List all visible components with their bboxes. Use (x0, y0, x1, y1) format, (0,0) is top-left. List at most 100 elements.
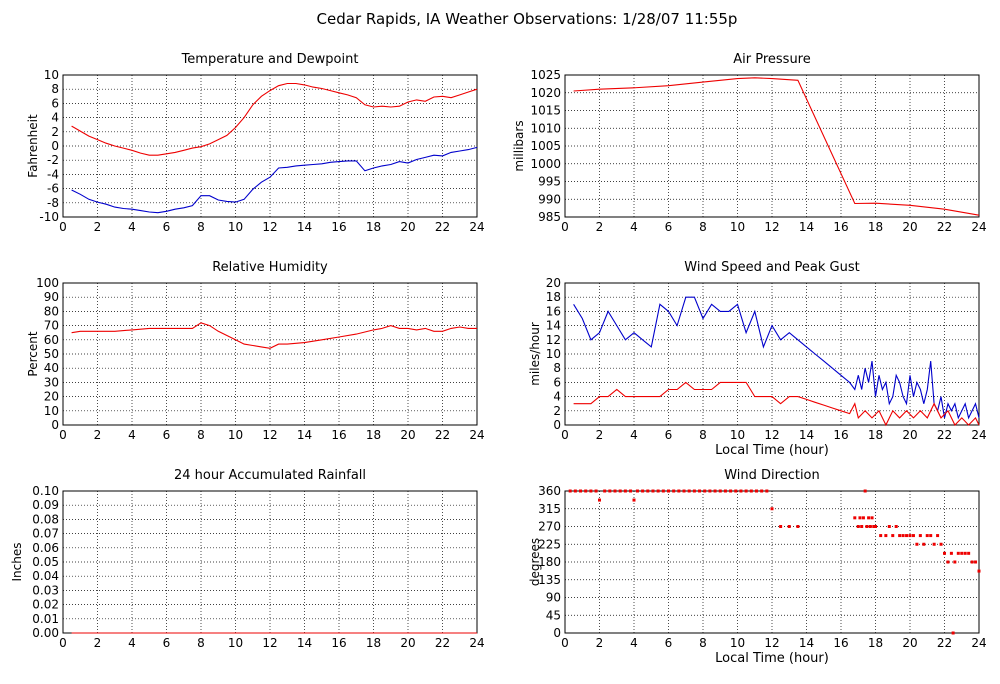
data-point (853, 516, 857, 520)
data-point (779, 525, 783, 528)
data-point (949, 551, 953, 555)
series-line-0 (71, 82, 478, 156)
x-tick-label: 8 (699, 220, 707, 234)
y-tick-label: 0.07 (32, 527, 59, 541)
data-point (929, 534, 933, 538)
data-point (667, 489, 670, 493)
data-point (739, 489, 743, 493)
y-tick-label: 18 (546, 290, 561, 304)
y-tick-label: 30 (44, 375, 59, 389)
x-tick-label: 8 (699, 428, 707, 442)
y-tick-label: 135 (538, 573, 561, 587)
x-tick-label: 24 (469, 636, 484, 650)
y-tick-label: 1015 (530, 104, 561, 118)
x-axis-label: Local Time (hour) (715, 443, 829, 458)
data-point (796, 525, 800, 528)
x-tick-label: 22 (937, 220, 952, 234)
y-tick-label: 70 (44, 319, 59, 333)
y-tick-label: 6 (51, 96, 59, 110)
y-tick-label: 0.09 (32, 498, 59, 512)
x-tick-label: 4 (630, 220, 638, 234)
data-point (867, 516, 871, 520)
data-point (765, 489, 769, 493)
x-tick-label: 18 (366, 220, 381, 234)
y-tick-label: 0 (553, 418, 561, 432)
data-point (598, 498, 601, 502)
x-tick-label: 20 (400, 428, 415, 442)
plot-frame (62, 74, 478, 218)
y-tick-label: 60 (44, 333, 59, 347)
data-point (589, 489, 593, 493)
data-point (861, 516, 865, 520)
x-tick-label: 10 (730, 220, 745, 234)
y-tick-label: 16 (546, 304, 561, 318)
y-tick-label: -8 (47, 196, 59, 210)
x-tick-label: 18 (868, 428, 883, 442)
data-point (874, 525, 877, 528)
data-point (573, 489, 577, 493)
x-tick-label: 2 (596, 220, 604, 234)
x-tick-label: 20 (400, 220, 415, 234)
chart-title: Relative Humidity (212, 260, 328, 275)
data-point (703, 489, 707, 493)
y-tick-label: 0.05 (32, 555, 59, 569)
data-point (603, 489, 607, 493)
data-point (911, 534, 915, 538)
data-point (901, 534, 905, 538)
x-tick-label: 22 (435, 428, 450, 442)
data-point (970, 560, 974, 564)
data-point (891, 534, 895, 538)
chart-title: Wind Speed and Peak Gust (684, 260, 859, 275)
data-point (939, 542, 943, 546)
y-axis-label: miles/hour (528, 322, 542, 386)
data-point (898, 534, 902, 538)
y-axis-label: Inches (10, 543, 24, 582)
x-tick-label: 10 (730, 428, 745, 442)
data-point (635, 489, 639, 493)
y-tick-label: 1025 (530, 68, 561, 82)
x-tick-label: 4 (128, 428, 136, 442)
y-axis-label: Percent (26, 331, 40, 376)
data-point (868, 525, 872, 528)
y-tick-label: 990 (538, 192, 561, 206)
series-line-0 (573, 296, 980, 420)
x-tick-label: 2 (94, 220, 102, 234)
y-tick-label: 0 (553, 626, 561, 640)
x-tick-label: 14 (297, 636, 312, 650)
x-tick-label: 4 (128, 220, 136, 234)
plot-frame (62, 282, 478, 426)
data-point (646, 489, 650, 493)
y-tick-label: 20 (546, 276, 561, 290)
data-point (608, 489, 612, 493)
y-tick-label: 8 (553, 361, 561, 375)
data-point (579, 489, 583, 493)
data-point (956, 551, 960, 555)
x-tick-label: 22 (937, 636, 952, 650)
data-point (872, 525, 876, 528)
y-tick-label: -2 (47, 153, 59, 167)
data-point (629, 489, 633, 493)
y-tick-label: 2 (553, 404, 561, 418)
y-tick-label: -4 (47, 167, 59, 181)
x-tick-label: 12 (262, 220, 277, 234)
x-tick-label: 18 (868, 636, 883, 650)
y-tick-label: -6 (47, 182, 59, 196)
y-tick-label: 995 (538, 175, 561, 189)
x-tick-label: 24 (971, 220, 986, 234)
y-tick-label: 180 (538, 555, 561, 569)
data-point (894, 525, 898, 528)
x-tick-label: 14 (297, 220, 312, 234)
data-point (977, 569, 981, 573)
data-point (870, 516, 874, 520)
x-tick-label: 4 (128, 636, 136, 650)
y-tick-label: 4 (51, 111, 59, 125)
chart-title: Wind Direction (724, 468, 820, 483)
data-point (623, 489, 627, 493)
x-tick-label: 12 (262, 428, 277, 442)
data-point (723, 489, 727, 493)
x-tick-label: 2 (94, 636, 102, 650)
y-tick-label: 12 (546, 333, 561, 347)
x-tick-label: 14 (799, 636, 814, 650)
x-tick-label: 18 (366, 428, 381, 442)
